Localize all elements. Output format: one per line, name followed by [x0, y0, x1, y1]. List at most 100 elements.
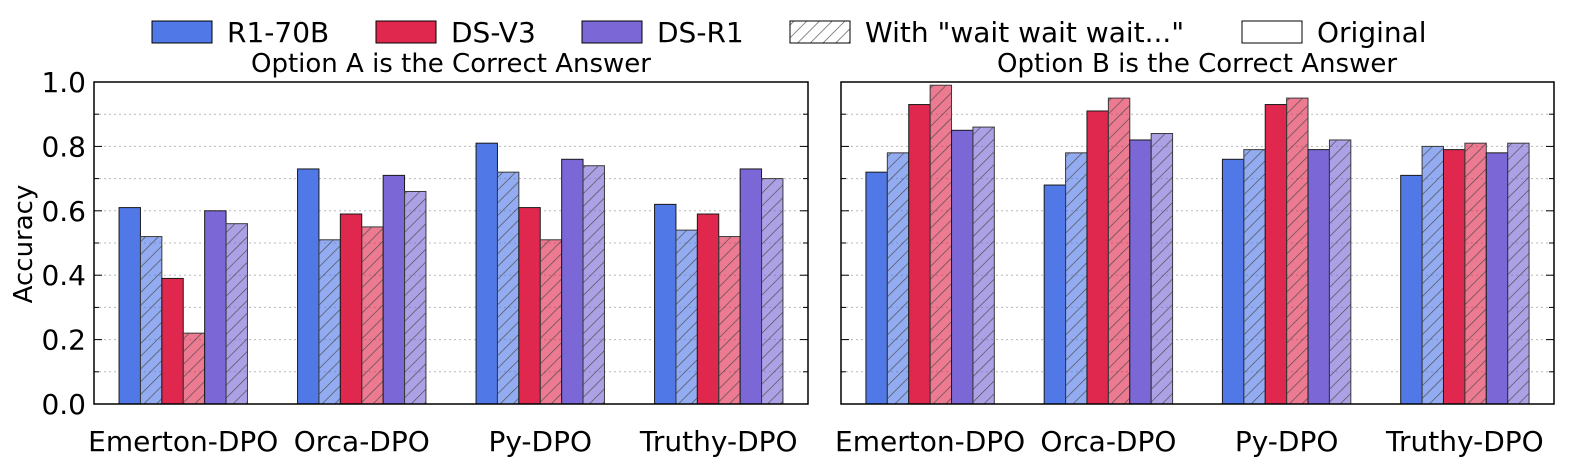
bar-option-b-truthy-dpo-ds-r1-with-wait-wait-wait-hatch: [1507, 142, 1530, 405]
x-tick-label: Orca-DPO: [294, 425, 430, 458]
x-tick-label: Orca-DPO: [1040, 425, 1176, 458]
bar-option-a-orca-dpo-ds-r1-with-wait-wait-wait: [404, 190, 427, 405]
bar-option-b-truthy-dpo-r1-70b-original: [1400, 174, 1423, 405]
bar-option-a-emerton-dpo-ds-v3-original: [161, 277, 184, 405]
bar-option-b-emerton-dpo-r1-70b-with-wait-wait-wait: [886, 152, 910, 405]
bar-option-b-py-dpo-r1-70b-with-wait-wait-wait-hatch: [1243, 149, 1266, 405]
bar-option-a-emerton-dpo-r1-70b-original: [118, 207, 141, 405]
bar-option-a-py-dpo-r1-70b-original: [475, 142, 498, 405]
bar-option-b-py-dpo-r1-70b-with-wait-wait-wait: [1243, 149, 1266, 405]
bar-option-b-emerton-dpo-ds-v3-with-wait-wait-wait-hatch: [929, 84, 953, 405]
legend: R1-70B DS-V3 DS-R1 With "wait wait wait..."…: [151, 16, 1427, 49]
y-tick-label: 0.2: [41, 324, 86, 357]
bar-option-a-orca-dpo-r1-70b-with-wait-wait-wait-hatch: [318, 239, 341, 405]
bar-option-b-truthy-dpo-ds-v3-with-wait-wait-wait: [1464, 142, 1487, 405]
bar-option-b-emerton-dpo-ds-v3-with-wait-wait-wait: [929, 84, 953, 405]
legend-ds-v3: DS-V3: [375, 16, 536, 49]
bar-option-b-orca-dpo-r1-70b-original: [1043, 184, 1067, 405]
legend-original: Original: [1241, 16, 1427, 49]
bar-option-b-orca-dpo-ds-r1-with-wait-wait-wait-hatch: [1150, 133, 1174, 405]
legend-ds-r1-swatch: [581, 20, 643, 44]
bar-option-a-emerton-dpo-ds-r1-original: [204, 210, 227, 405]
bar-option-a-truthy-dpo-ds-r1-with-wait-wait-wait-hatch: [761, 178, 784, 405]
bar-option-b-py-dpo-ds-r1-with-wait-wait-wait: [1328, 139, 1352, 405]
legend-with-wait-wait-wait: With "wait wait wait...": [789, 16, 1184, 49]
bar-option-b-truthy-dpo-r1-70b-with-wait-wait-wait: [1421, 145, 1444, 405]
bar-option-a-emerton-dpo-ds-r1-with-wait-wait-wait: [225, 223, 248, 405]
bar-option-b-truthy-dpo-ds-v3-original: [1442, 149, 1466, 405]
legend-original-label: Original: [1317, 16, 1427, 49]
bar-option-b-truthy-dpo-r1-70b-with-wait-wait-wait-hatch: [1421, 145, 1444, 405]
x-tick-label: Emerton-DPO: [835, 425, 1025, 458]
panel-title-option-b: Option B is the Correct Answer: [997, 49, 1397, 79]
bar-option-a-py-dpo-ds-r1-original: [561, 158, 584, 405]
bar-option-a-emerton-dpo-r1-70b-with-wait-wait-wait: [139, 236, 163, 405]
bar-option-a-truthy-dpo-r1-70b-with-wait-wait-wait: [675, 229, 698, 405]
y-axis-label: Accuracy: [9, 185, 39, 304]
x-tick-label: Truthy-DPO: [1385, 425, 1544, 458]
bar-option-b-emerton-dpo-ds-r1-original: [951, 129, 974, 405]
bar-option-a-py-dpo-ds-v3-original: [518, 207, 541, 405]
bar-option-a-py-dpo-ds-r1-with-wait-wait-wait: [582, 165, 605, 405]
bar-option-a-py-dpo-r1-70b-with-wait-wait-wait: [496, 171, 520, 405]
plot-frame: [840, 81, 1555, 405]
bar-option-a-orca-dpo-ds-v3-original: [339, 213, 363, 405]
bar-option-a-truthy-dpo-ds-r1-original: [739, 168, 763, 405]
x-tick-label: Py-DPO: [1235, 425, 1339, 458]
legend-original-swatch: [1241, 20, 1303, 44]
bar-option-b-truthy-dpo-ds-r1-original: [1485, 152, 1509, 405]
legend-ds-v3-label: DS-V3: [451, 16, 536, 49]
bar-option-a-orca-dpo-ds-v3-with-wait-wait-wait: [361, 226, 384, 405]
bar-option-a-orca-dpo-ds-v3-with-wait-wait-wait-hatch: [361, 226, 384, 405]
legend-r1-70b: R1-70B: [151, 16, 329, 49]
bar-option-b-truthy-dpo-ds-r1-with-wait-wait-wait: [1507, 142, 1530, 405]
bar-option-b-emerton-dpo-ds-v3-original: [908, 104, 931, 405]
bar-option-a-py-dpo-ds-r1-with-wait-wait-wait-hatch: [582, 165, 605, 405]
bar-option-b-py-dpo-ds-r1-with-wait-wait-wait-hatch: [1328, 139, 1352, 405]
plot-frame: [93, 81, 809, 405]
bar-option-a-orca-dpo-r1-70b-original: [297, 168, 320, 405]
bar-option-b-orca-dpo-r1-70b-with-wait-wait-wait-hatch: [1065, 152, 1088, 405]
bar-option-a-truthy-dpo-ds-v3-with-wait-wait-wait-hatch: [718, 236, 741, 405]
panel-option-a: Option A is the Correct Answer Accuracy …: [9, 49, 809, 458]
legend-r1-70b-swatch: [151, 20, 213, 44]
x-tick-label: Truthy-DPO: [639, 425, 798, 458]
legend-ds-v3-swatch: [375, 20, 437, 44]
bar-option-b-orca-dpo-ds-v3-with-wait-wait-wait-hatch: [1107, 97, 1131, 405]
bar-option-a-emerton-dpo-r1-70b-with-wait-wait-wait-hatch: [139, 236, 163, 405]
y-tick-label: 1.0: [41, 66, 86, 99]
y-tick-label: 0.6: [41, 195, 86, 228]
bar-option-b-orca-dpo-ds-v3-with-wait-wait-wait: [1107, 97, 1131, 405]
bar-option-b-py-dpo-ds-v3-with-wait-wait-wait: [1286, 97, 1309, 405]
bar-option-b-py-dpo-ds-v3-with-wait-wait-wait-hatch: [1286, 97, 1309, 405]
bar-option-a-orca-dpo-ds-r1-with-wait-wait-wait-hatch: [404, 190, 427, 405]
bar-option-b-emerton-dpo-ds-r1-with-wait-wait-wait-hatch: [972, 126, 995, 405]
bar-option-b-orca-dpo-ds-r1-original: [1129, 139, 1152, 405]
y-tick-label: 0.0: [41, 388, 86, 421]
bar-option-b-orca-dpo-r1-70b-with-wait-wait-wait: [1065, 152, 1088, 405]
legend-with-wait-wait-wait-label: With "wait wait wait...": [865, 16, 1184, 49]
x-tick-label: Emerton-DPO: [88, 425, 278, 458]
y-tick-label: 0.8: [41, 130, 86, 163]
bar-option-a-emerton-dpo-ds-v3-with-wait-wait-wait-hatch: [182, 332, 206, 405]
legend-r1-70b-label: R1-70B: [227, 16, 329, 49]
bar-option-a-truthy-dpo-ds-v3-original: [696, 213, 720, 405]
bar-option-a-truthy-dpo-ds-v3-with-wait-wait-wait: [718, 236, 741, 405]
bar-option-b-truthy-dpo-ds-v3-with-wait-wait-wait-hatch: [1464, 142, 1487, 405]
bar-option-a-orca-dpo-ds-r1-original: [382, 174, 406, 405]
legend-ds-r1: DS-R1: [581, 16, 744, 49]
bar-option-a-emerton-dpo-ds-r1-with-wait-wait-wait-hatch: [225, 223, 248, 405]
bar-option-b-emerton-dpo-r1-70b-original: [865, 171, 888, 405]
bar-option-b-emerton-dpo-ds-r1-with-wait-wait-wait: [972, 126, 995, 405]
bar-option-a-truthy-dpo-r1-70b-original: [654, 203, 677, 405]
x-tick-label: Py-DPO: [488, 425, 592, 458]
bar-option-b-py-dpo-ds-v3-original: [1264, 104, 1288, 405]
bar-option-a-truthy-dpo-ds-r1-with-wait-wait-wait: [761, 178, 784, 405]
legend-ds-r1-label: DS-R1: [657, 16, 744, 49]
bar-option-a-py-dpo-r1-70b-with-wait-wait-wait-hatch: [496, 171, 520, 405]
bar-option-a-emerton-dpo-ds-v3-with-wait-wait-wait: [182, 332, 206, 405]
bar-option-b-orca-dpo-ds-r1-with-wait-wait-wait: [1150, 133, 1174, 405]
bar-option-a-py-dpo-ds-v3-with-wait-wait-wait: [539, 239, 563, 405]
bar-option-a-py-dpo-ds-v3-with-wait-wait-wait-hatch: [539, 239, 563, 405]
